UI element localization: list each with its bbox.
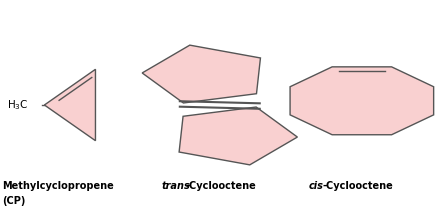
Polygon shape — [179, 107, 297, 165]
Text: (CP): (CP) — [2, 196, 26, 206]
Text: cis: cis — [309, 181, 324, 191]
Polygon shape — [290, 67, 434, 135]
Text: -Cyclooctene: -Cyclooctene — [185, 181, 256, 191]
Polygon shape — [44, 69, 95, 141]
Text: H$_3$C: H$_3$C — [7, 98, 28, 112]
Text: -Cyclooctene: -Cyclooctene — [323, 181, 393, 191]
Polygon shape — [142, 45, 261, 103]
Text: Methylcyclopropene: Methylcyclopropene — [2, 181, 114, 191]
Text: trans: trans — [162, 181, 191, 191]
